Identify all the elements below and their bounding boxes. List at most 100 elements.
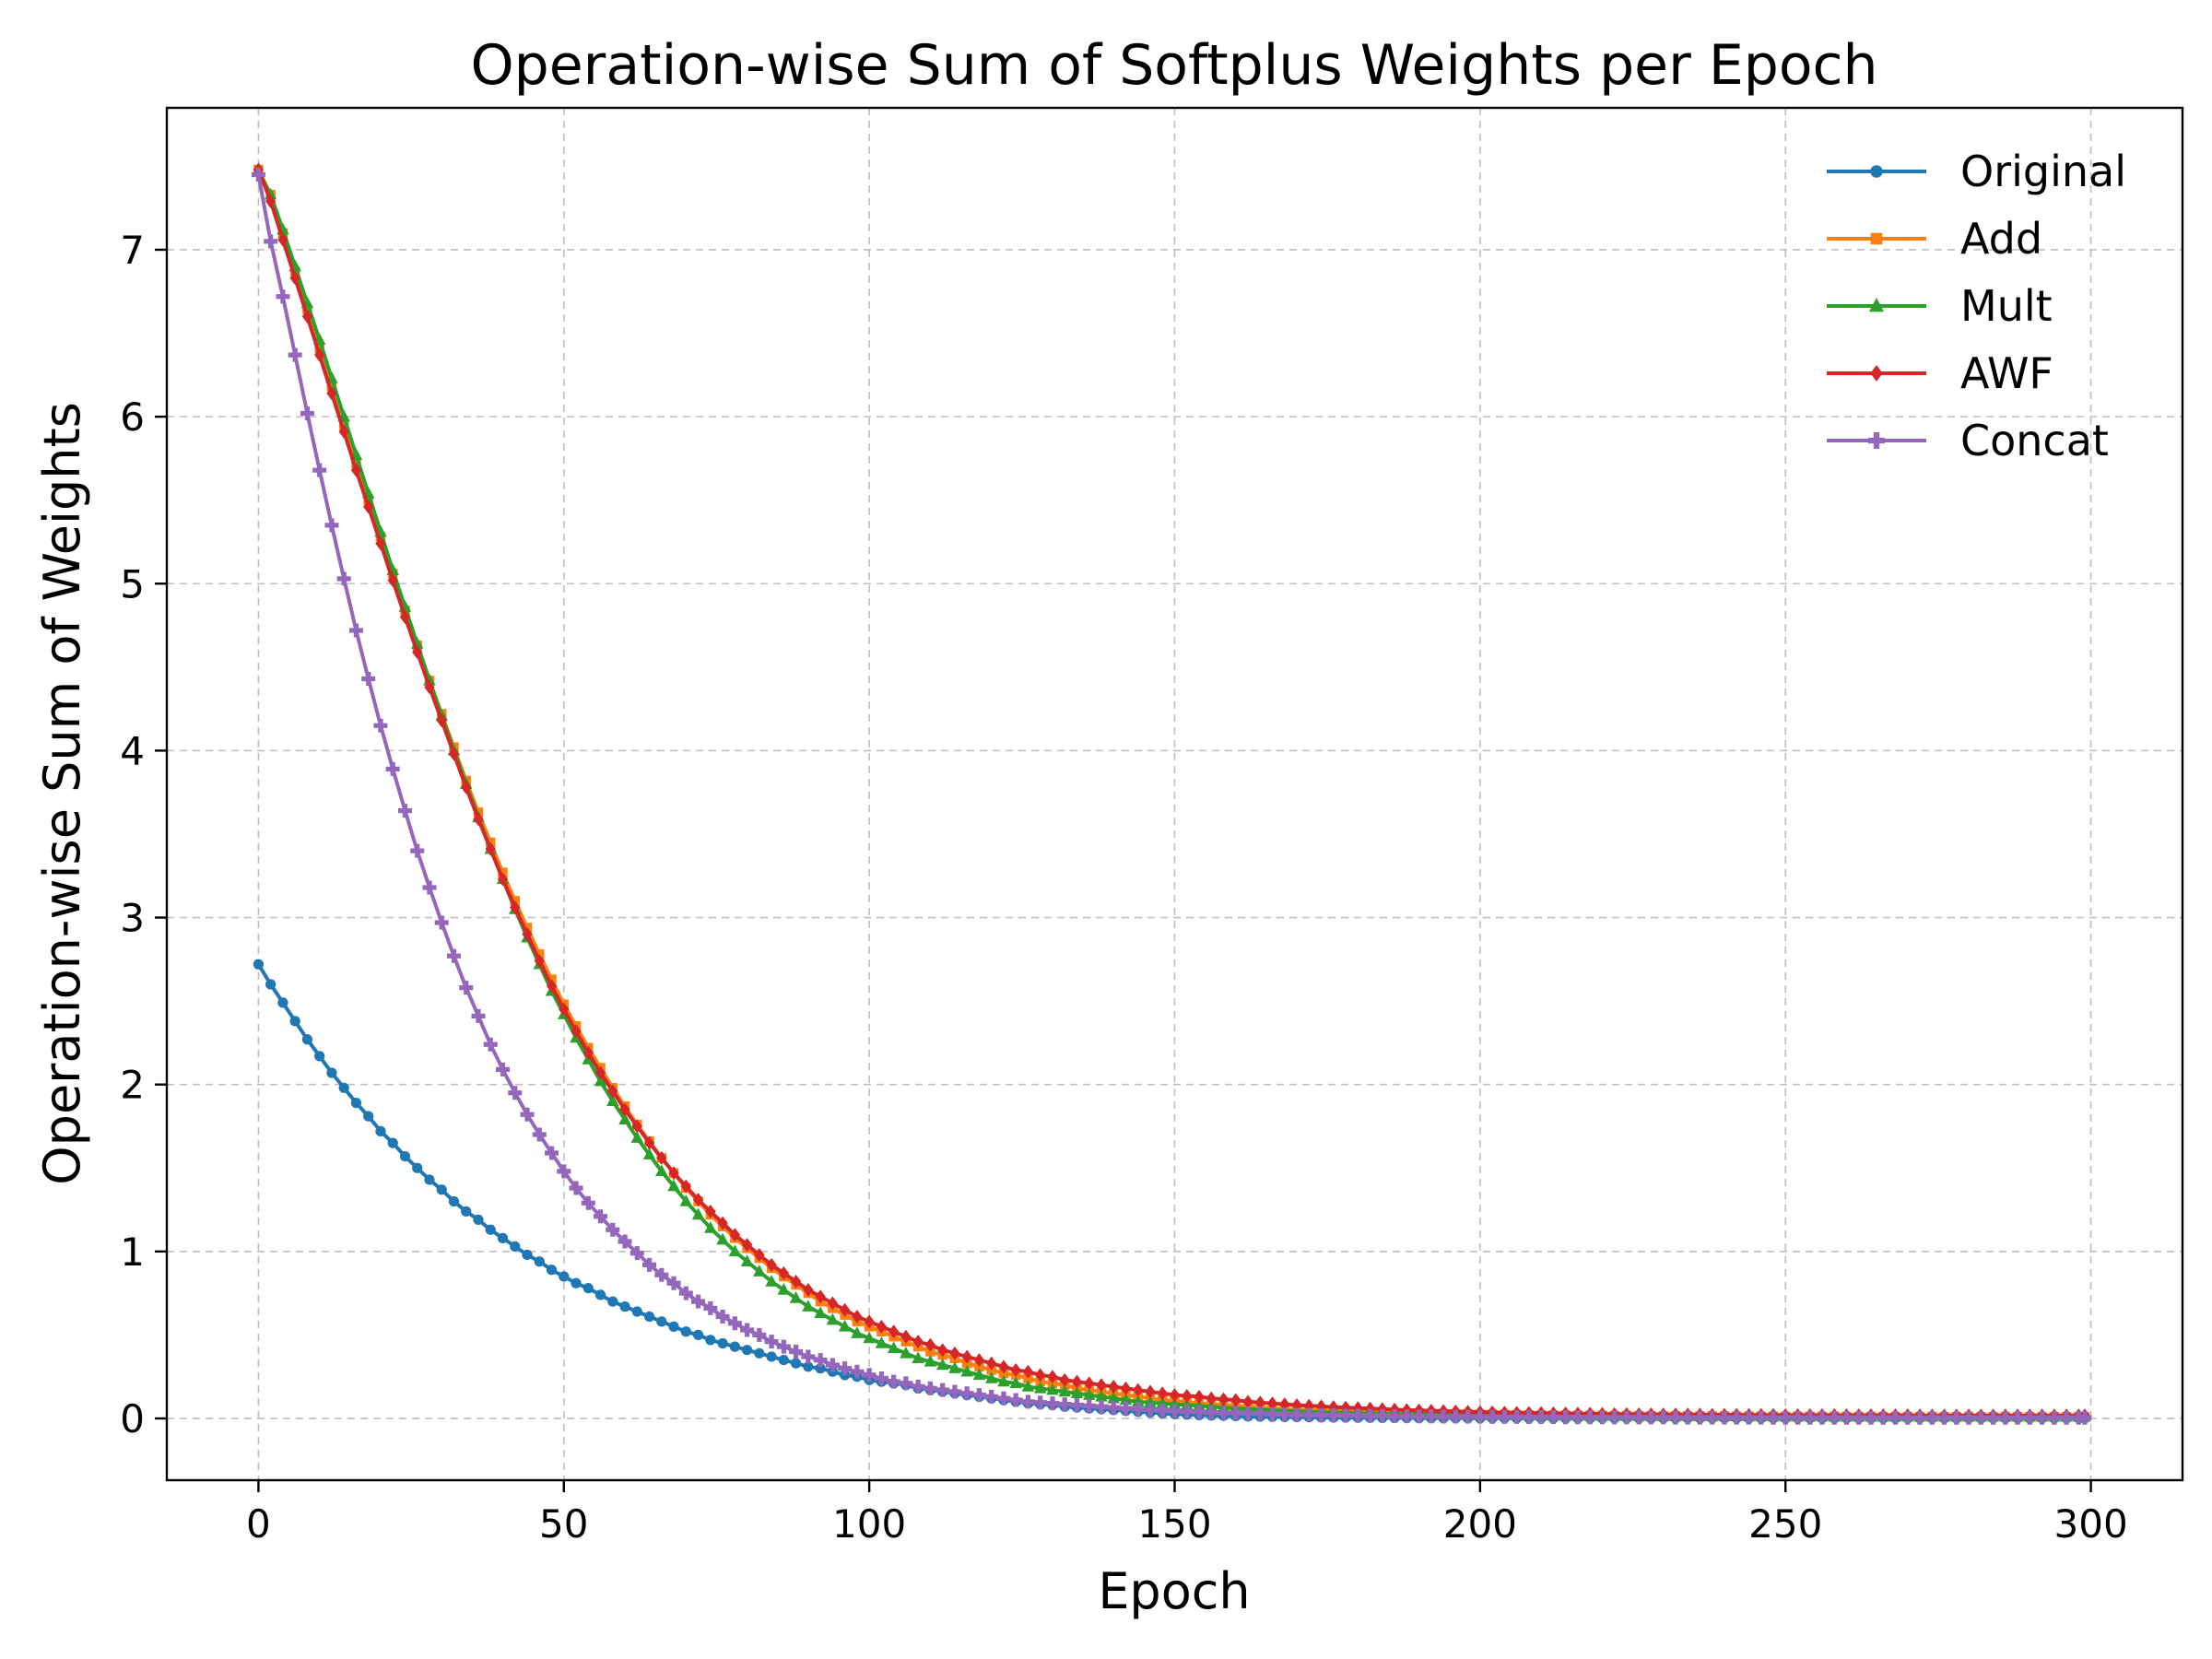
data-point-concat [996, 1391, 1011, 1406]
data-point-concat [1790, 1410, 1805, 1425]
data-point-awf [924, 1337, 936, 1352]
data-point-awf [448, 747, 460, 761]
data-point-awf [1035, 1368, 1046, 1382]
data-point-mult [594, 1074, 607, 1087]
data-point-original [522, 1249, 533, 1261]
data-point-awf [314, 347, 325, 362]
data-point-concat [1473, 1409, 1488, 1424]
data-point-mult [838, 1319, 852, 1332]
data-point-mult [1107, 1391, 1120, 1404]
data-point-concat [1949, 1410, 1964, 1425]
data-point-awf [594, 1065, 606, 1080]
data-point-awf [1328, 1400, 1339, 1415]
data-point-concat [1815, 1410, 1830, 1425]
y-axis-label: Operation-wise Sum of Weights [33, 402, 91, 1185]
data-point-concat [1497, 1409, 1512, 1424]
data-point-concat [1008, 1393, 1023, 1407]
data-point-mult [777, 1282, 791, 1295]
data-point-concat [1510, 1409, 1524, 1424]
data-point-concat [1082, 1398, 1097, 1413]
data-point-concat [483, 1037, 498, 1052]
data-point-original [571, 1277, 582, 1288]
legend-label: Add [1960, 214, 2042, 264]
y-tick-label: 4 [120, 728, 145, 773]
data-point-awf [522, 927, 533, 942]
data-point-concat [1363, 1408, 1378, 1423]
data-point-concat [2077, 1410, 2092, 1425]
data-point-awf [1182, 1389, 1193, 1404]
data-point-concat [1436, 1409, 1451, 1424]
data-point-original [399, 1150, 411, 1162]
data-point-awf [473, 812, 484, 827]
data-point-awf [705, 1204, 716, 1218]
data-point-concat [2059, 1410, 2074, 1425]
data-point-mult [960, 1364, 973, 1377]
data-point-awf [754, 1247, 765, 1262]
data-point-concat [1180, 1404, 1194, 1418]
data-point-concat [899, 1376, 913, 1391]
data-point-original [265, 979, 276, 990]
data-point-concat [1448, 1409, 1463, 1424]
data-point-concat [520, 1107, 535, 1122]
data-point-mult [716, 1232, 729, 1245]
data-point-concat [1045, 1396, 1060, 1411]
data-point-concat [1852, 1410, 1866, 1425]
data-point-awf [1084, 1376, 1095, 1391]
data-point-original [375, 1125, 386, 1137]
data-point-concat [776, 1339, 791, 1354]
data-point-original [448, 1195, 460, 1207]
data-point-original [314, 1051, 325, 1062]
y-tick-label: 6 [120, 394, 145, 440]
data-point-awf [900, 1329, 912, 1344]
data-point-mult [875, 1335, 888, 1348]
data-point-awf [277, 232, 288, 247]
data-point-concat [1594, 1410, 1609, 1425]
data-point-awf [1352, 1401, 1363, 1416]
x-axis-label: Epoch [1098, 1562, 1250, 1620]
data-point-concat [2047, 1410, 2062, 1425]
data-point-concat [594, 1209, 608, 1224]
data-point-original [656, 1316, 667, 1327]
data-point-concat [1204, 1405, 1218, 1419]
data-point-concat [1583, 1410, 1597, 1425]
data-point-concat [1912, 1410, 1927, 1425]
data-point-awf [790, 1274, 802, 1288]
data-point-concat [1571, 1410, 1585, 1425]
data-point-concat [678, 1286, 693, 1300]
data-point-concat [276, 289, 290, 304]
data-point-concat [1864, 1410, 1878, 1425]
data-point-concat [1840, 1410, 1853, 1425]
y-tick-label: 3 [120, 896, 145, 941]
data-point-awf [766, 1257, 777, 1272]
data-point-concat [1778, 1410, 1793, 1425]
data-point-concat [1546, 1410, 1560, 1425]
data-point-awf [1120, 1381, 1132, 1395]
data-point-mult [1058, 1384, 1071, 1397]
data-point-concat [1412, 1409, 1427, 1424]
data-point-concat [703, 1300, 718, 1315]
data-point-awf [497, 872, 509, 887]
x-tick-label: 50 [539, 1501, 588, 1547]
y-tick-label: 0 [120, 1396, 145, 1441]
data-point-mult [679, 1194, 693, 1206]
data-point-mult [887, 1341, 900, 1354]
data-point-concat [1217, 1406, 1231, 1420]
data-point-concat [1961, 1410, 1976, 1425]
data-point-original [729, 1341, 740, 1352]
data-point-concat [764, 1335, 779, 1349]
data-point-concat [569, 1181, 583, 1195]
data-point-concat [288, 347, 302, 362]
data-point-awf [1218, 1392, 1230, 1406]
data-point-concat [1131, 1402, 1146, 1417]
data-point-original [594, 1289, 606, 1300]
data-point-concat [1350, 1408, 1365, 1423]
data-point-concat [1338, 1408, 1353, 1423]
data-point-mult [618, 1112, 631, 1124]
legend-marker-awf [1870, 365, 1883, 382]
data-point-original [741, 1345, 753, 1356]
data-point-awf [741, 1238, 753, 1253]
data-point-mult [1070, 1386, 1084, 1399]
data-point-mult [826, 1312, 840, 1325]
